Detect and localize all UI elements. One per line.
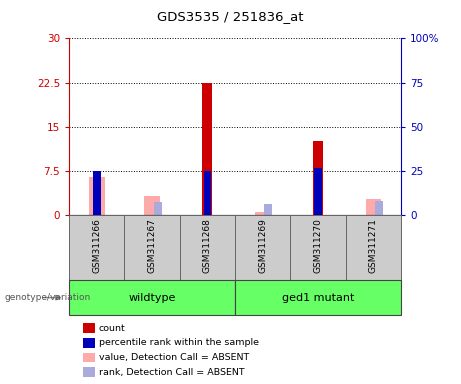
Bar xyxy=(204,171,211,215)
Bar xyxy=(313,141,323,215)
Bar xyxy=(366,199,381,215)
Text: genotype/variation: genotype/variation xyxy=(5,293,91,302)
Bar xyxy=(144,196,160,215)
Bar xyxy=(154,202,161,215)
Bar xyxy=(375,201,383,215)
Bar xyxy=(255,212,271,215)
Text: GSM311269: GSM311269 xyxy=(258,218,267,273)
Text: rank, Detection Call = ABSENT: rank, Detection Call = ABSENT xyxy=(99,367,244,377)
Text: count: count xyxy=(99,324,125,333)
Text: percentile rank within the sample: percentile rank within the sample xyxy=(99,338,259,348)
Bar xyxy=(69,280,235,315)
Bar xyxy=(180,215,235,280)
Text: GSM311271: GSM311271 xyxy=(369,218,378,273)
Text: wildtype: wildtype xyxy=(129,293,176,303)
Bar xyxy=(235,280,401,315)
Text: GSM311270: GSM311270 xyxy=(313,218,323,273)
Bar xyxy=(346,215,401,280)
Bar xyxy=(265,204,272,215)
Bar xyxy=(290,215,346,280)
Bar xyxy=(235,215,290,280)
Text: ged1 mutant: ged1 mutant xyxy=(282,293,354,303)
Bar xyxy=(89,177,105,215)
Bar xyxy=(124,215,180,280)
Text: GDS3535 / 251836_at: GDS3535 / 251836_at xyxy=(157,10,304,23)
Text: GSM311268: GSM311268 xyxy=(203,218,212,273)
Bar xyxy=(314,168,322,215)
Text: value, Detection Call = ABSENT: value, Detection Call = ABSENT xyxy=(99,353,249,362)
Text: GSM311267: GSM311267 xyxy=(148,218,157,273)
Bar xyxy=(202,83,213,215)
Text: GSM311266: GSM311266 xyxy=(92,218,101,273)
Bar xyxy=(69,215,124,280)
Bar xyxy=(93,171,100,215)
